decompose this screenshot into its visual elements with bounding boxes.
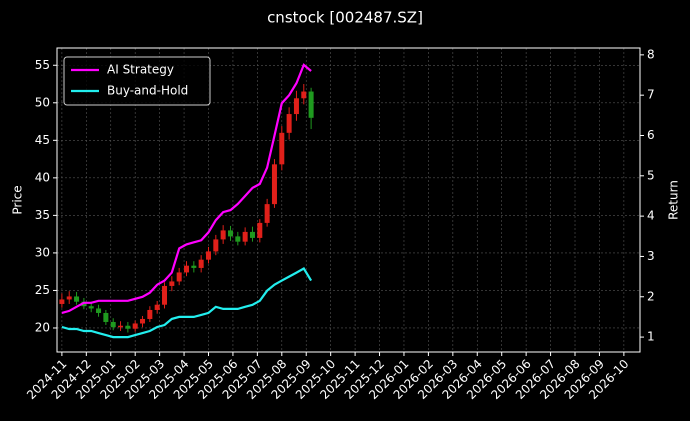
- candle-body: [286, 114, 292, 133]
- candle-body: [154, 304, 160, 310]
- candle-body: [66, 296, 72, 300]
- chart-title: cnstock [002487.SZ]: [267, 9, 423, 27]
- y2-tick-label: 5: [647, 168, 655, 182]
- candle-body: [271, 164, 277, 205]
- candle-body: [118, 325, 124, 328]
- candle-body: [308, 91, 314, 118]
- candle-body: [96, 308, 102, 313]
- candle-body: [198, 259, 204, 268]
- candle-body: [74, 296, 80, 302]
- plot-frame: [56, 47, 641, 353]
- y2-axis-label: Return: [667, 180, 681, 220]
- candle-body: [293, 98, 299, 115]
- candle-body: [103, 312, 109, 322]
- candle-body: [301, 91, 307, 99]
- candle-body: [184, 265, 190, 273]
- y-tick-label: 55: [35, 58, 50, 72]
- legend-box: [63, 56, 211, 106]
- candle-body: [257, 222, 263, 238]
- y-tick-label: 50: [35, 95, 50, 109]
- candle-body: [191, 265, 197, 268]
- y-tick-label: 20: [35, 320, 50, 334]
- candle-body: [169, 281, 175, 286]
- candle-body: [162, 285, 168, 305]
- candle-body: [242, 231, 248, 242]
- candle-body: [213, 239, 219, 252]
- candle-body: [110, 321, 116, 328]
- candle-body: [279, 132, 285, 165]
- candle-body: [125, 325, 131, 329]
- y-tick-label: 45: [35, 133, 50, 147]
- series-line: [61, 267, 313, 339]
- y-tick-label: 40: [35, 170, 50, 184]
- y-tick-label: 25: [35, 283, 50, 297]
- y2-tick-label: 1: [647, 330, 655, 344]
- legend-label: Buy-and-Hold: [107, 84, 188, 98]
- candle-body: [132, 323, 138, 329]
- y-tick-label: 35: [35, 208, 50, 222]
- candle-body: [264, 204, 270, 223]
- candle-body: [235, 236, 241, 242]
- candle-body: [176, 272, 182, 282]
- y2-tick-label: 8: [647, 47, 655, 61]
- candle-body: [140, 318, 146, 324]
- candle-body: [59, 299, 65, 304]
- candle-body: [249, 231, 255, 238]
- candle-body: [220, 230, 226, 240]
- y2-tick-label: 3: [647, 249, 655, 263]
- y-tick-label: 30: [35, 245, 50, 259]
- candle-body: [88, 306, 94, 309]
- candle-body: [147, 309, 153, 319]
- y2-tick-label: 7: [647, 88, 655, 102]
- y2-tick-label: 6: [647, 128, 655, 142]
- series-line: [61, 63, 312, 314]
- candle-body: [227, 230, 233, 237]
- legend-label: AI Strategy: [107, 63, 174, 77]
- candle-body: [205, 251, 211, 260]
- y-axis-label: Price: [11, 185, 25, 214]
- y2-tick-label: 2: [647, 289, 655, 303]
- y2-tick-label: 4: [647, 209, 655, 223]
